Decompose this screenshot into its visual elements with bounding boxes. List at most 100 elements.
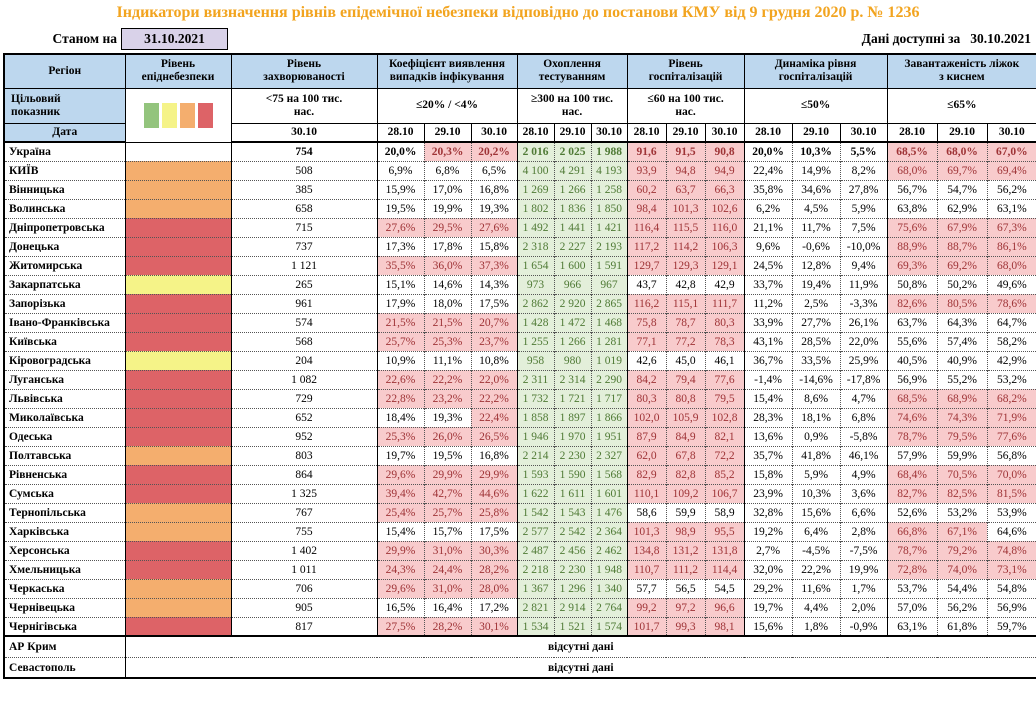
hospitalization-dynamics-value: 43,1% [744, 331, 793, 352]
testing-value: 1 521 [554, 616, 592, 637]
target-detection-coef: ≤20% / <4% [376, 87, 518, 125]
detection-coef-value: 15,8% [471, 236, 518, 257]
testing-value: 1 593 [517, 464, 555, 485]
testing-value: 1 721 [554, 388, 592, 409]
table-row: Сумська 1 325 39,4% 42,7% 44,6% 1 622 1 611 1 6… [4, 483, 1036, 504]
morbidity-value: 755 [231, 521, 378, 542]
detection-coef-value: 30,3% [471, 540, 518, 561]
hospitalization-level-value: 114,2 [666, 236, 706, 257]
oxygen-beds-value: 42,9% [987, 350, 1036, 371]
hospitalization-dynamics-value: 19,4% [792, 274, 841, 295]
hospitalization-level-value: 90,8 [705, 141, 745, 162]
hospitalization-dynamics-value: 4,5% [792, 198, 841, 219]
hospitalization-level-value: 80,3 [627, 388, 667, 409]
detection-coef-value: 21,5% [377, 312, 425, 333]
oxygen-beds-value: 54,7% [937, 179, 988, 200]
column-header-epidemic-level: Рівень епіднебезпеки [124, 53, 232, 89]
oxygen-beds-value: 69,2% [937, 255, 988, 276]
testing-value: 2 230 [554, 559, 592, 580]
epidemic-level-cell [125, 274, 232, 295]
testing-value: 1 281 [591, 331, 628, 352]
region-name: Волинська [4, 198, 126, 219]
hospitalization-level-value: 95,5 [705, 521, 745, 542]
testing-value: 2 025 [554, 141, 592, 162]
morbidity-value: 574 [231, 312, 378, 333]
hospitalization-level-value: 45,0 [666, 350, 706, 371]
testing-value: 2 230 [554, 445, 592, 466]
testing-value: 1 988 [591, 141, 628, 162]
testing-value: 2 290 [591, 369, 628, 390]
region-name: Донецька [4, 236, 126, 257]
oxygen-beds-value: 56,9% [887, 369, 938, 390]
hospitalization-dynamics-value: 22,2% [792, 559, 841, 580]
hospitalization-dynamics-value: 28,5% [792, 331, 841, 352]
hospitalization-dynamics-value: 19,9% [840, 559, 888, 580]
morbidity-value: 568 [231, 331, 378, 352]
table-row: Хмельницька 1 011 24,3% 24,4% 28,2% 2 218 2 23… [4, 559, 1036, 580]
table-row: Дніпропетровська 715 27,6% 29,5% 27,6% 1 492 1… [4, 217, 1036, 238]
date-cell: 29.10 [665, 123, 706, 144]
hospitalization-level-value: 85,2 [705, 464, 745, 485]
table-row: Чернівецька 905 16,5% 16,4% 17,2% 2 821 2 914 2… [4, 597, 1036, 618]
oxygen-beds-value: 40,9% [937, 350, 988, 371]
morbidity-value: 864 [231, 464, 378, 485]
morbidity-value: 706 [231, 578, 378, 599]
region-name: Київська [4, 331, 126, 352]
table-row: Миколаївська 652 18,4% 19,3% 22,4% 1 858 1 897… [4, 407, 1036, 428]
table-row: Донецька 737 17,3% 17,8% 15,8% 2 318 2 227 2 19… [4, 236, 1036, 257]
asof-date: 31.10.2021 [121, 28, 228, 50]
hospitalization-dynamics-value: 22,4% [744, 160, 793, 181]
detection-coef-value: 17,0% [424, 179, 472, 200]
region-name: Житомирська [4, 255, 126, 276]
oxygen-beds-value: 53,7% [887, 578, 938, 599]
hospitalization-dynamics-value: 19,2% [744, 521, 793, 542]
oxygen-beds-value: 57,0% [887, 597, 938, 618]
region-name: Чернігівська [4, 616, 126, 637]
oxygen-beds-value: 88,7% [937, 236, 988, 257]
detection-coef-value: 6,9% [377, 160, 425, 181]
detection-coef-value: 22,2% [424, 369, 472, 390]
morbidity-value: 385 [231, 179, 378, 200]
date-cell: 28.10 [516, 123, 555, 144]
testing-value: 2 821 [517, 597, 555, 618]
detection-coef-value: 25,7% [424, 502, 472, 523]
hospitalization-level-value: 129,1 [705, 255, 745, 276]
hospitalization-level-value: 77,6 [705, 369, 745, 390]
hospitalization-level-value: 78,7 [666, 312, 706, 333]
hospitalization-dynamics-value: -0,6% [792, 236, 841, 257]
testing-value: 2 920 [554, 293, 592, 314]
hospitalization-dynamics-value: 15,6% [792, 502, 841, 523]
hospitalization-dynamics-value: -14,6% [792, 369, 841, 390]
hospitalization-dynamics-value: 28,3% [744, 407, 793, 428]
date-cell: 28.10 [626, 123, 667, 144]
hospitalization-level-value: 82,8 [666, 464, 706, 485]
hospitalization-level-value: 82,9 [627, 464, 667, 485]
hospitalization-dynamics-value: 2,8% [840, 521, 888, 542]
level-color-chip [161, 102, 177, 128]
detection-coef-value: 29,6% [377, 464, 425, 485]
testing-value: 1 340 [591, 578, 628, 599]
region-name: Луганська [4, 369, 126, 390]
hospitalization-level-value: 77,2 [666, 331, 706, 352]
table-row: Чернігівська 817 27,5% 28,2% 30,1% 1 534 1 521… [4, 616, 1036, 637]
detection-coef-value: 15,1% [377, 274, 425, 295]
table-row-no-data: Севастополь відсутні дані [4, 656, 1036, 679]
region-name: Вінницька [4, 179, 126, 200]
detection-coef-value: 17,3% [377, 236, 425, 257]
testing-value: 2 462 [591, 540, 628, 561]
testing-value: 1 266 [554, 179, 592, 200]
hospitalization-dynamics-value: 1,8% [792, 616, 841, 637]
oxygen-beds-value: 81,5% [987, 483, 1036, 504]
detection-coef-value: 15,7% [424, 521, 472, 542]
region-name: Херсонська [4, 540, 126, 561]
detection-coef-value: 29,6% [377, 578, 425, 599]
testing-value: 2 914 [554, 597, 592, 618]
hospitalization-level-value: 98,1 [705, 616, 745, 637]
oxygen-beds-value: 64,3% [937, 312, 988, 333]
hospitalization-level-value: 58,9 [705, 502, 745, 523]
testing-value: 1 568 [591, 464, 628, 485]
hospitalization-dynamics-value: 5,9% [792, 464, 841, 485]
hospitalization-dynamics-value: -7,5% [840, 540, 888, 561]
testing-value: 4 291 [554, 160, 592, 181]
hospitalization-dynamics-value: 2,0% [840, 597, 888, 618]
